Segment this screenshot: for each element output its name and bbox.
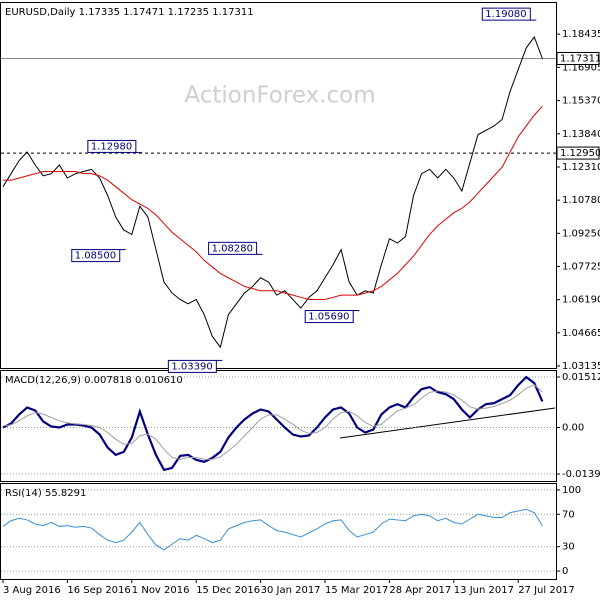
annotation-box (304, 310, 354, 324)
x-tick-label: 3 Aug 2016 (3, 585, 61, 596)
x-tick-label: 28 Apr 2017 (389, 585, 451, 596)
annotation-label: 1.05690 (308, 312, 349, 323)
panel-title: EURUSD,Daily 1.17335 1.17471 1.17235 1.1… (5, 7, 254, 18)
y-tick-label: 1.13840 (562, 129, 600, 140)
price-panel (0, 2, 557, 369)
x-tick-label: 30 Jan 2017 (261, 585, 321, 596)
y-tick-label: 1.18435 (562, 29, 600, 40)
series-line (3, 106, 543, 300)
level-label: 1.12950 (560, 148, 600, 159)
series-line (2, 375, 544, 472)
trend-line (339, 407, 556, 439)
watermark: ActionForex.com (184, 83, 375, 109)
annotation-box (87, 139, 137, 153)
rsi-panel (0, 483, 557, 580)
annotation-box (208, 241, 258, 255)
series-line (2, 508, 543, 551)
macd-panel (0, 370, 557, 482)
y-tick-label: 1.03135 (562, 361, 600, 372)
annotation-label: 1.12980 (91, 141, 132, 152)
x-tick-label: 15 Dec 2016 (196, 585, 260, 596)
annotation-label: 1.03390 (171, 361, 212, 372)
y-tick-label: 1.06190 (562, 295, 600, 306)
annotation-label: 1.19080 (485, 9, 526, 20)
x-tick-label: 16 Sep 2016 (67, 585, 130, 596)
panel-title: MACD(12,26,9) 0.007818 0.010610 (5, 375, 183, 386)
panel-title: RSI(14) 55.8291 (5, 488, 86, 499)
x-tick-label: 13 Jun 2017 (454, 585, 514, 596)
y-tick-label: 100 (562, 485, 581, 496)
annotation-label: 1.08500 (75, 251, 116, 262)
level-box (556, 51, 600, 65)
y-tick-label: 70 (562, 509, 575, 520)
level-box (556, 146, 600, 160)
annotation-box (481, 7, 531, 21)
y-tick-label: 1.09250 (562, 228, 600, 239)
y-tick-label: -0.013938 (562, 469, 600, 480)
annotation-box (167, 359, 217, 373)
annotation-label: 1.08280 (212, 243, 253, 254)
y-tick-label: 0.00 (562, 423, 584, 434)
x-tick-label: 1 Nov 2016 (132, 585, 190, 596)
y-tick-label: 1.12310 (562, 162, 600, 173)
y-tick-label: 1.15370 (562, 96, 600, 107)
x-tick-label: 15 Mar 2017 (325, 585, 388, 596)
series-line (2, 384, 543, 460)
x-tick-label: 27 Jul 2017 (518, 585, 575, 596)
y-tick-label: 1.10780 (562, 195, 600, 206)
level-label: 1.17311 (560, 53, 600, 64)
y-tick-label: 0 (562, 566, 568, 577)
annotation-box (71, 249, 121, 263)
y-tick-label: 30 (562, 542, 575, 553)
series-line (2, 36, 543, 349)
y-tick-label: 0.01512 (562, 372, 600, 383)
y-tick-label: 1.07725 (562, 261, 600, 272)
y-tick-label: 1.04665 (562, 328, 600, 339)
y-tick-label: 1.16905 (562, 62, 600, 73)
